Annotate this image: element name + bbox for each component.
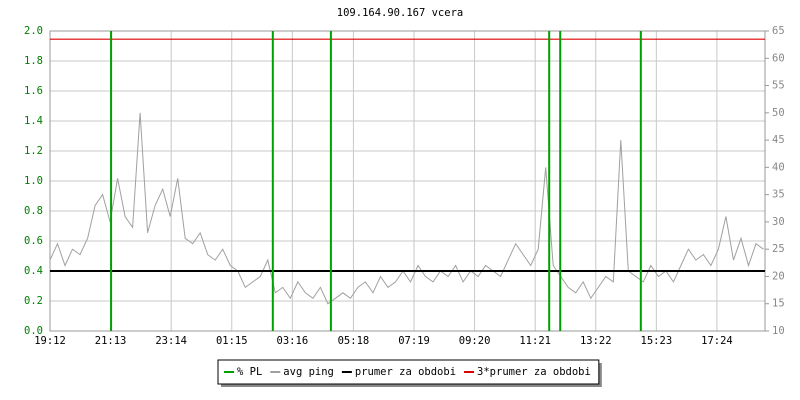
y2-tick-label: 65 [772,25,785,37]
ping-line [49,112,764,305]
x-tick-label: 23:14 [155,335,187,347]
legend-label: % PL [237,366,262,378]
x-tick-label: 01:15 [216,335,248,347]
x-tick-label: 17:24 [701,335,733,347]
y-tick-label: 0.8 [24,205,43,217]
y-tick-label: 1.2 [24,145,43,157]
y2-tick-label: 50 [772,107,785,119]
y-tick-label: 2.0 [24,25,43,37]
legend-label: 3*prumer za obdobi [477,366,591,378]
y2-tick-label: 25 [772,243,785,255]
x-tick-label: 09:20 [459,335,491,347]
plot-frame [49,30,766,332]
y2-tick-label: 55 [772,80,785,92]
legend: % PL avg ping prumer za obdobi 3*prumer za … [217,359,602,387]
y-tick-label: 1.8 [24,55,43,67]
y2-tick-label: 60 [772,52,785,64]
legend-label: prumer za obdobi [355,366,456,378]
y-tick-label: 0.2 [24,295,43,307]
x-tick-label: 11:21 [519,335,551,347]
x-tick-label: 03:16 [277,335,309,347]
x-tick-label: 05:18 [338,335,370,347]
legend-box [217,359,600,385]
y-tick-label: 1.4 [24,115,43,127]
y2-tick-label: 15 [772,298,785,310]
x-tick-label: 19:12 [34,335,66,347]
y2-tick-label: 40 [772,161,785,173]
y2-tick-label: 30 [772,216,785,228]
y2-tick-label: 35 [772,189,785,201]
chart-title: 109.164.90.167 vcera [337,7,463,19]
x-tick-label: 21:13 [95,335,127,347]
y-tick-label: 0.4 [24,265,43,277]
y-tick-label: 1.6 [24,85,43,97]
x-tick-label: 13:22 [580,335,612,347]
y2-tick-label: 10 [772,325,785,337]
y2-tick-label: 20 [772,270,785,282]
y-tick-label: 1.0 [24,175,43,187]
y-tick-label: 0.6 [24,235,43,247]
legend-label: avg ping [283,366,334,378]
y2-tick-label: 45 [772,134,785,146]
x-tick-label: 15:23 [641,335,673,347]
y-tick-label: 0.0 [24,325,43,337]
x-tick-label: 07:19 [398,335,430,347]
